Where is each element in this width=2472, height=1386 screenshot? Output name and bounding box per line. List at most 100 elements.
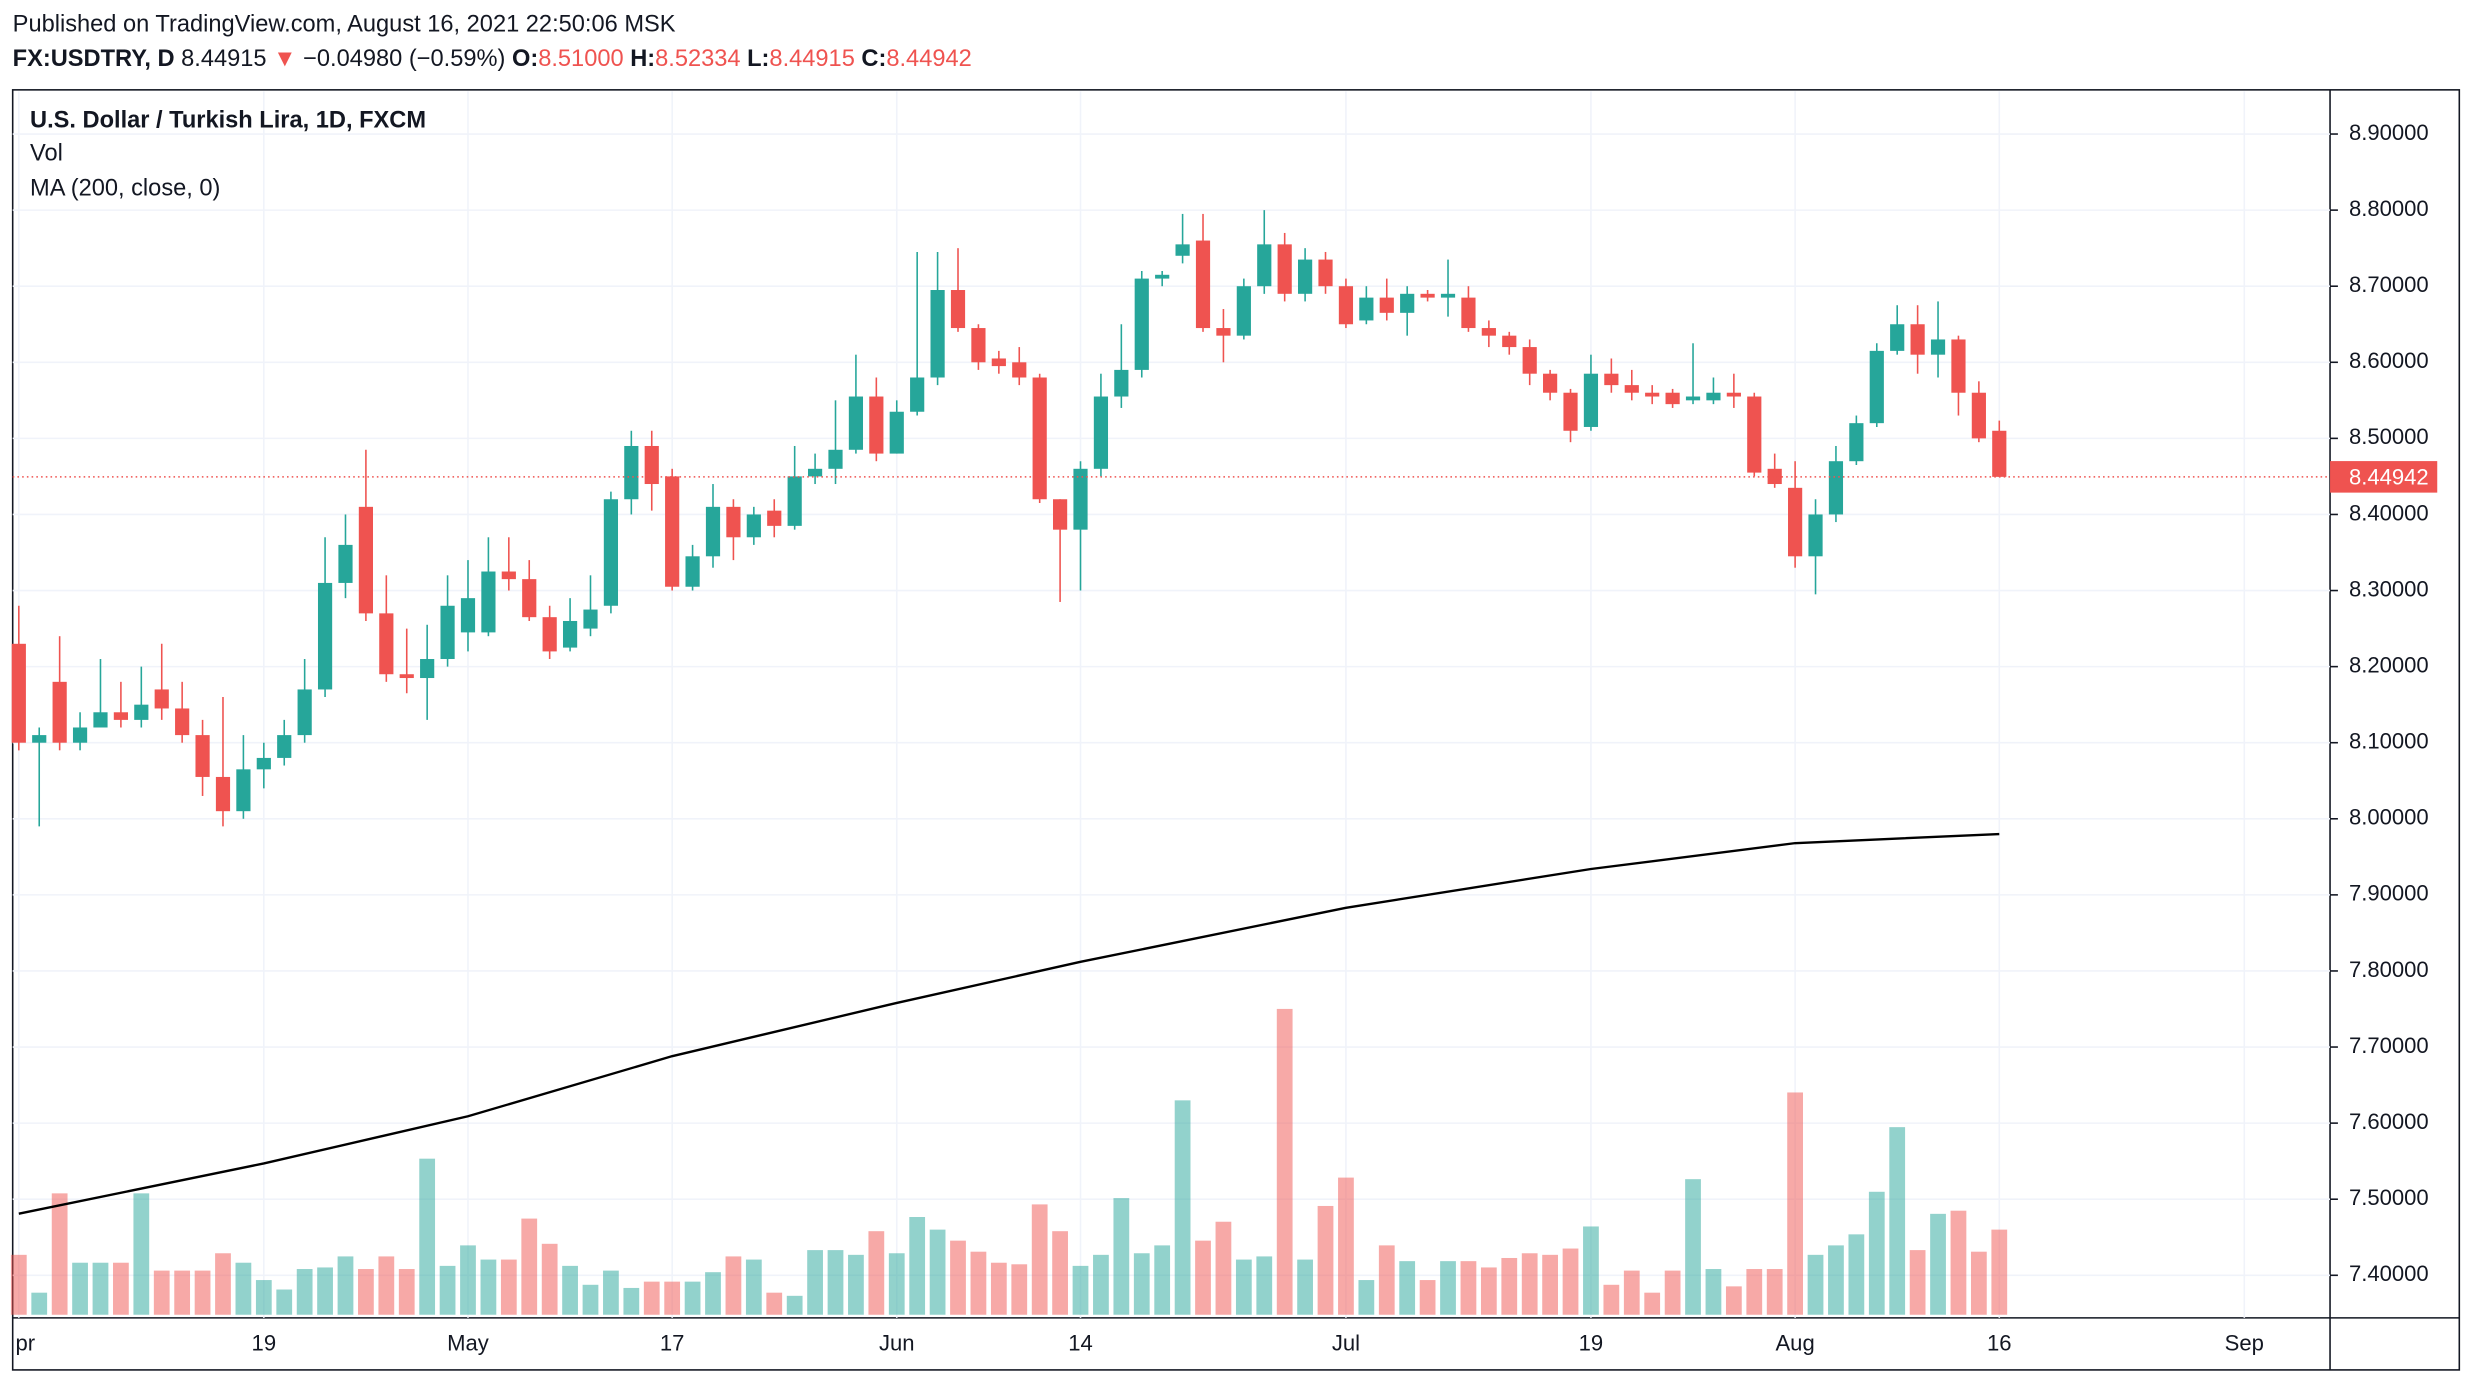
h-label: H: (630, 46, 655, 72)
candle-body (1645, 392, 1660, 397)
volume-bar (215, 1253, 231, 1315)
volume-bar (153, 1270, 170, 1315)
candle-body (807, 468, 823, 477)
candle-body (1216, 328, 1231, 336)
arrow: ▼ (273, 46, 296, 72)
candle-body (72, 727, 88, 743)
candle-body (1236, 286, 1251, 336)
y-tick-label: 8.50000 (2349, 424, 2429, 449)
candle-body (1379, 297, 1394, 313)
volume-bar (1807, 1254, 1824, 1315)
y-tick-label: 7.90000 (2349, 881, 2429, 906)
candle-body (1890, 324, 1905, 351)
volume-bar (1460, 1261, 1477, 1315)
candle-body (1032, 377, 1047, 500)
volume-bar (990, 1262, 1007, 1315)
volume-bar (255, 1280, 272, 1315)
candle-body (1849, 423, 1864, 462)
y-tick-label: 8.70000 (2349, 272, 2429, 297)
volume-bar (398, 1269, 415, 1315)
candle-body (1665, 392, 1680, 405)
candle-body (1073, 468, 1088, 530)
volume-bar (766, 1292, 783, 1315)
volume-bar (174, 1270, 191, 1315)
volume-bar (1419, 1280, 1436, 1315)
candle-body (603, 499, 619, 606)
volume-bar (521, 1218, 538, 1315)
candle-body (542, 617, 557, 652)
volume-bar (1215, 1221, 1232, 1315)
volume-bar (786, 1295, 803, 1315)
candle-body (358, 506, 374, 614)
volume-bar (1950, 1210, 1967, 1315)
candle-body (420, 659, 435, 679)
candle-body (971, 328, 986, 363)
volume-bar (1848, 1234, 1865, 1315)
volume-bar (1828, 1245, 1844, 1315)
plot: 7.40000 7.50000 7.60000 7.70000 7.80000 7.900… (10, 91, 2438, 1356)
volume-bar (1583, 1226, 1599, 1315)
candle-body (665, 476, 680, 587)
x-tick-label: Sep (2225, 1331, 2264, 1356)
volume-bar (1562, 1248, 1579, 1315)
volume-bar (31, 1292, 48, 1315)
y-tick-label: 8.00000 (2349, 805, 2429, 830)
c-value: 8.44942 (886, 46, 971, 72)
candle-body (1726, 392, 1741, 397)
candle-body (522, 579, 537, 618)
candle-body (1788, 487, 1803, 557)
volume-bar (235, 1262, 252, 1315)
volume-bar (888, 1253, 905, 1315)
volume-bar (582, 1284, 599, 1315)
symbol: FX:USDTRY, D (13, 46, 175, 72)
volume-bar (1072, 1265, 1089, 1315)
y-tick-label: 7.50000 (2349, 1185, 2429, 1210)
volume-bar (439, 1265, 456, 1315)
y-tick-label: 8.30000 (2349, 576, 2429, 601)
candle-body (501, 571, 516, 580)
y-tick-label: 7.80000 (2349, 957, 2429, 982)
y-tick-label: 7.40000 (2349, 1261, 2429, 1286)
candle-body (705, 506, 721, 557)
candle-body (869, 396, 884, 454)
candle-body (1052, 499, 1068, 530)
y-tick-label: 8.20000 (2349, 652, 2429, 677)
candle-body (134, 704, 149, 720)
volume-bar (1440, 1261, 1456, 1315)
candle-body (1747, 396, 1762, 473)
candle-body (1114, 369, 1129, 397)
x-tick-label: pr (15, 1331, 35, 1356)
volume-bar (1174, 1100, 1191, 1315)
candle-body (685, 556, 700, 587)
candle-body (1155, 274, 1170, 279)
volume-bar (72, 1262, 88, 1315)
candle-body (787, 476, 802, 526)
y-tick-label: 7.60000 (2349, 1109, 2429, 1134)
volume-bar (562, 1265, 578, 1315)
volume-bar (10, 1254, 27, 1315)
candle-body (1257, 244, 1272, 287)
volume-bar (1480, 1267, 1497, 1315)
l-label: L: (747, 46, 769, 72)
candle-body (1828, 461, 1844, 515)
volume-bar (276, 1289, 293, 1315)
candle-body (1277, 244, 1292, 294)
candle-body (317, 582, 333, 690)
last-price-box (2330, 461, 2438, 493)
candle-body (1971, 392, 1986, 439)
volume-bar (1378, 1245, 1395, 1315)
candle-body (726, 506, 741, 538)
candle-body (297, 689, 312, 736)
x-tick-label: 17 (660, 1331, 685, 1356)
candle-body (481, 571, 496, 633)
volume-bar (929, 1229, 946, 1315)
volume-bar (480, 1259, 497, 1315)
candle-body (277, 735, 292, 758)
volume-bar (1889, 1127, 1906, 1315)
volume-bar (378, 1256, 395, 1315)
volume-bar (1766, 1269, 1783, 1315)
volume-bar (296, 1269, 313, 1315)
y-tick-label: 7.70000 (2349, 1033, 2429, 1058)
volume-bar (603, 1270, 619, 1315)
change: −0.04980 (−0.59%) (303, 46, 505, 72)
